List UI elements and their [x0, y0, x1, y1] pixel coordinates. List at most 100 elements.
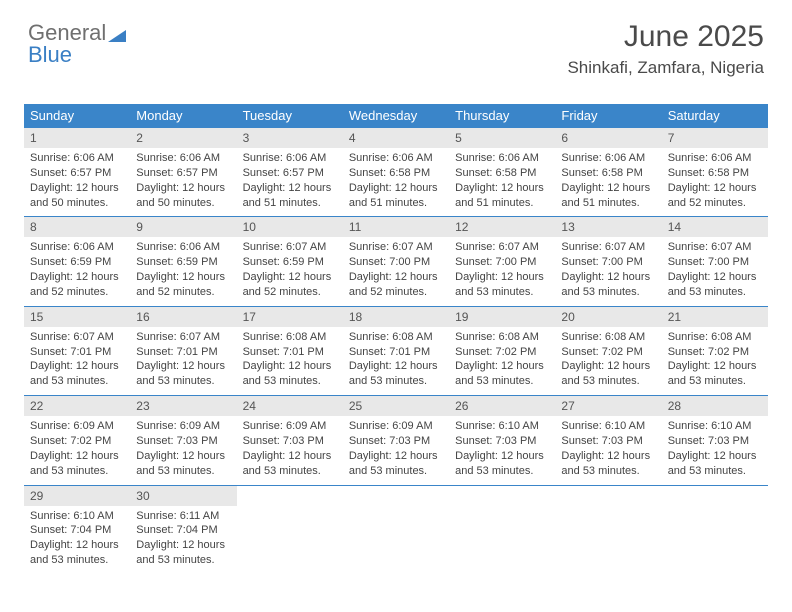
day-details: Sunrise: 6:10 AMSunset: 7:03 PMDaylight:… — [449, 416, 555, 478]
sunset-line: Sunset: 7:00 PM — [668, 255, 762, 270]
day-details: Sunrise: 6:06 AMSunset: 6:57 PMDaylight:… — [130, 148, 236, 210]
day-number: 16 — [130, 307, 236, 327]
sunset-line: Sunset: 6:57 PM — [136, 166, 230, 181]
daylight-line: Daylight: 12 hours and 52 minutes. — [136, 270, 230, 300]
day-number: 14 — [662, 217, 768, 237]
day-details: Sunrise: 6:10 AMSunset: 7:04 PMDaylight:… — [24, 506, 130, 568]
sunset-line: Sunset: 6:57 PM — [243, 166, 337, 181]
calendar-cell: 18Sunrise: 6:08 AMSunset: 7:01 PMDayligh… — [343, 307, 449, 395]
day-number: 19 — [449, 307, 555, 327]
calendar-cell: 17Sunrise: 6:08 AMSunset: 7:01 PMDayligh… — [237, 307, 343, 395]
day-number: 24 — [237, 396, 343, 416]
calendar-cell: 21Sunrise: 6:08 AMSunset: 7:02 PMDayligh… — [662, 307, 768, 395]
sunrise-line: Sunrise: 6:09 AM — [349, 419, 443, 434]
daylight-line: Daylight: 12 hours and 50 minutes. — [30, 181, 124, 211]
sunrise-line: Sunrise: 6:06 AM — [136, 240, 230, 255]
sunrise-line: Sunrise: 6:08 AM — [349, 330, 443, 345]
daylight-line: Daylight: 12 hours and 53 minutes. — [561, 270, 655, 300]
calendar-cell — [343, 486, 449, 574]
sunset-line: Sunset: 6:58 PM — [561, 166, 655, 181]
day-details: Sunrise: 6:06 AMSunset: 6:58 PMDaylight:… — [555, 148, 661, 210]
weekday-header: Tuesday — [237, 104, 343, 128]
day-details: Sunrise: 6:08 AMSunset: 7:02 PMDaylight:… — [662, 327, 768, 389]
calendar-cell: 2Sunrise: 6:06 AMSunset: 6:57 PMDaylight… — [130, 128, 236, 216]
sunset-line: Sunset: 7:03 PM — [455, 434, 549, 449]
calendar-cell: 8Sunrise: 6:06 AMSunset: 6:59 PMDaylight… — [24, 217, 130, 305]
day-details: Sunrise: 6:08 AMSunset: 7:02 PMDaylight:… — [555, 327, 661, 389]
daylight-line: Daylight: 12 hours and 52 minutes. — [668, 181, 762, 211]
day-number: 1 — [24, 128, 130, 148]
day-details: Sunrise: 6:09 AMSunset: 7:02 PMDaylight:… — [24, 416, 130, 478]
weekday-header: Friday — [555, 104, 661, 128]
day-details: Sunrise: 6:06 AMSunset: 6:58 PMDaylight:… — [449, 148, 555, 210]
day-number: 26 — [449, 396, 555, 416]
day-details: Sunrise: 6:08 AMSunset: 7:02 PMDaylight:… — [449, 327, 555, 389]
sunrise-line: Sunrise: 6:08 AM — [668, 330, 762, 345]
day-number: 18 — [343, 307, 449, 327]
calendar-cell: 20Sunrise: 6:08 AMSunset: 7:02 PMDayligh… — [555, 307, 661, 395]
day-details: Sunrise: 6:09 AMSunset: 7:03 PMDaylight:… — [237, 416, 343, 478]
daylight-line: Daylight: 12 hours and 51 minutes. — [455, 181, 549, 211]
day-details: Sunrise: 6:06 AMSunset: 6:59 PMDaylight:… — [24, 237, 130, 299]
calendar-cell: 11Sunrise: 6:07 AMSunset: 7:00 PMDayligh… — [343, 217, 449, 305]
day-number: 23 — [130, 396, 236, 416]
day-number: 12 — [449, 217, 555, 237]
day-details: Sunrise: 6:11 AMSunset: 7:04 PMDaylight:… — [130, 506, 236, 568]
brand-part2: Blue — [28, 42, 72, 67]
weekday-header: Sunday — [24, 104, 130, 128]
day-details: Sunrise: 6:07 AMSunset: 7:00 PMDaylight:… — [662, 237, 768, 299]
calendar-cell: 6Sunrise: 6:06 AMSunset: 6:58 PMDaylight… — [555, 128, 661, 216]
daylight-line: Daylight: 12 hours and 53 minutes. — [136, 538, 230, 568]
sunrise-line: Sunrise: 6:09 AM — [136, 419, 230, 434]
day-number: 22 — [24, 396, 130, 416]
sunrise-line: Sunrise: 6:06 AM — [668, 151, 762, 166]
day-number: 21 — [662, 307, 768, 327]
sunrise-line: Sunrise: 6:06 AM — [349, 151, 443, 166]
sunrise-line: Sunrise: 6:07 AM — [561, 240, 655, 255]
sunrise-line: Sunrise: 6:10 AM — [561, 419, 655, 434]
sunrise-line: Sunrise: 6:07 AM — [349, 240, 443, 255]
weekday-header: Wednesday — [343, 104, 449, 128]
daylight-line: Daylight: 12 hours and 53 minutes. — [30, 538, 124, 568]
day-number: 7 — [662, 128, 768, 148]
page-title: June 2025 — [567, 20, 764, 54]
calendar: Sunday Monday Tuesday Wednesday Thursday… — [24, 104, 768, 574]
day-details: Sunrise: 6:07 AMSunset: 6:59 PMDaylight:… — [237, 237, 343, 299]
calendar-cell: 30Sunrise: 6:11 AMSunset: 7:04 PMDayligh… — [130, 486, 236, 574]
calendar-cell — [449, 486, 555, 574]
day-number: 2 — [130, 128, 236, 148]
calendar-cell: 4Sunrise: 6:06 AMSunset: 6:58 PMDaylight… — [343, 128, 449, 216]
day-details: Sunrise: 6:07 AMSunset: 7:01 PMDaylight:… — [24, 327, 130, 389]
sunset-line: Sunset: 7:02 PM — [455, 345, 549, 360]
daylight-line: Daylight: 12 hours and 53 minutes. — [243, 359, 337, 389]
sunset-line: Sunset: 6:58 PM — [349, 166, 443, 181]
day-number: 10 — [237, 217, 343, 237]
brand-logo: General Blue — [28, 22, 126, 66]
calendar-cell: 1Sunrise: 6:06 AMSunset: 6:57 PMDaylight… — [24, 128, 130, 216]
daylight-line: Daylight: 12 hours and 52 minutes. — [349, 270, 443, 300]
day-number: 27 — [555, 396, 661, 416]
sunrise-line: Sunrise: 6:06 AM — [455, 151, 549, 166]
sunset-line: Sunset: 7:02 PM — [668, 345, 762, 360]
sunrise-line: Sunrise: 6:07 AM — [243, 240, 337, 255]
calendar-cell: 10Sunrise: 6:07 AMSunset: 6:59 PMDayligh… — [237, 217, 343, 305]
daylight-line: Daylight: 12 hours and 53 minutes. — [668, 270, 762, 300]
day-details: Sunrise: 6:09 AMSunset: 7:03 PMDaylight:… — [130, 416, 236, 478]
daylight-line: Daylight: 12 hours and 53 minutes. — [455, 449, 549, 479]
daylight-line: Daylight: 12 hours and 53 minutes. — [30, 359, 124, 389]
day-details: Sunrise: 6:06 AMSunset: 6:59 PMDaylight:… — [130, 237, 236, 299]
calendar-cell: 14Sunrise: 6:07 AMSunset: 7:00 PMDayligh… — [662, 217, 768, 305]
calendar-cell: 16Sunrise: 6:07 AMSunset: 7:01 PMDayligh… — [130, 307, 236, 395]
calendar-week: 15Sunrise: 6:07 AMSunset: 7:01 PMDayligh… — [24, 306, 768, 395]
sunset-line: Sunset: 6:57 PM — [30, 166, 124, 181]
daylight-line: Daylight: 12 hours and 53 minutes. — [30, 449, 124, 479]
daylight-line: Daylight: 12 hours and 53 minutes. — [455, 270, 549, 300]
daylight-line: Daylight: 12 hours and 53 minutes. — [668, 359, 762, 389]
sunrise-line: Sunrise: 6:09 AM — [243, 419, 337, 434]
calendar-cell: 27Sunrise: 6:10 AMSunset: 7:03 PMDayligh… — [555, 396, 661, 484]
sunset-line: Sunset: 7:00 PM — [349, 255, 443, 270]
calendar-cell: 23Sunrise: 6:09 AMSunset: 7:03 PMDayligh… — [130, 396, 236, 484]
sunset-line: Sunset: 7:03 PM — [136, 434, 230, 449]
daylight-line: Daylight: 12 hours and 53 minutes. — [136, 449, 230, 479]
sunset-line: Sunset: 7:03 PM — [668, 434, 762, 449]
